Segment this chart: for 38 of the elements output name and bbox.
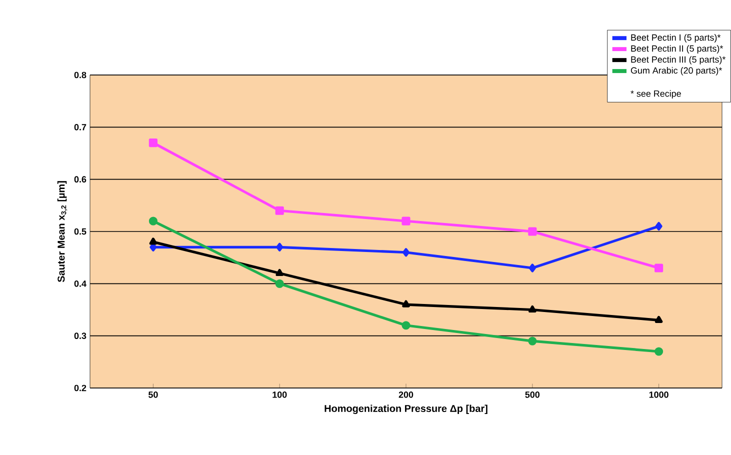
point [654,316,663,323]
point [654,264,664,272]
point [528,305,536,313]
point [402,216,410,226]
point [528,227,537,236]
point [276,242,284,252]
annotation: * see Recipe [630,90,681,99]
point [275,206,284,215]
y-tick-label: 0.6 [74,176,86,183]
y-tick-label: 0.3 [74,332,86,340]
legend-label: Beet Pectin II (5 parts)* [631,45,724,54]
legend-label: Gum Arabic (20 parts)* [630,67,722,76]
point [528,336,537,346]
legend-label: Beet Pectin III (5 parts)* [631,56,726,64]
y-tick-label: 0.8 [74,72,86,78]
y-tick-label: 0.2 [74,384,86,392]
x-tick-label: 100 [272,392,287,398]
x-tick-label: 50 [148,392,158,398]
y-tick-label: 0.7 [74,124,86,130]
point [402,321,410,330]
point [148,216,158,226]
x-tick-label: 1000 [649,392,668,398]
point [655,222,662,231]
point [276,268,284,276]
point [654,347,664,356]
x-tick-label: 200 [398,392,414,398]
point [275,279,284,288]
x-tick-label: 500 [525,392,540,398]
x-axis-title: Homogenization Pressure Δp [bar] [324,404,488,414]
point [402,300,410,308]
point [402,248,410,257]
y-tick-label: 0.4 [74,280,86,287]
point [149,238,158,245]
point [148,138,158,148]
point [528,264,536,272]
y-tick-label: 0.5 [74,228,86,235]
legend-label: Beet Pectin I (5 parts)* [631,34,721,42]
y-axis-title: Sauter Mean x$_{3,2}$ [µm] [57,181,68,282]
